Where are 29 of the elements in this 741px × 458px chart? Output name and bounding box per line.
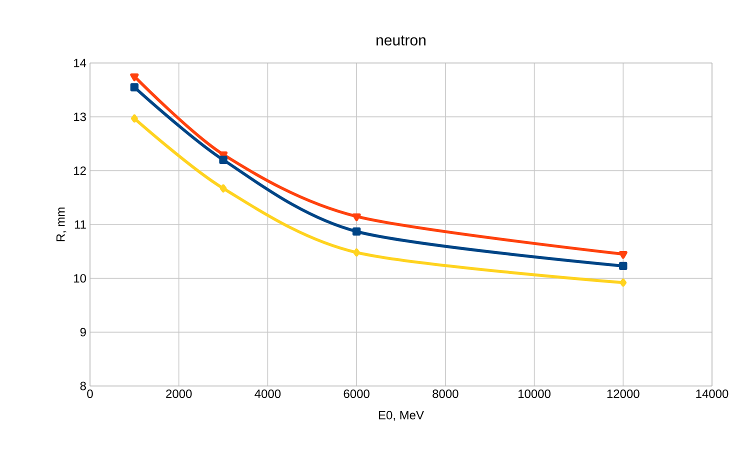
y-tick-label: 14: [74, 58, 86, 68]
point: [130, 114, 138, 123]
y-tick-label: 8: [80, 382, 86, 390]
y-axis-title: R, mm: [56, 208, 66, 242]
point: [220, 184, 227, 193]
point: [352, 213, 361, 222]
y-tick-label: 11: [74, 220, 86, 229]
point: [130, 83, 139, 92]
x-tick-label: 10000: [518, 390, 551, 398]
x-tick-label: 2000: [166, 390, 192, 398]
x-tick-label: 4000: [254, 390, 281, 398]
x-tick-label: 6000: [344, 390, 370, 398]
point: [618, 251, 628, 259]
point: [353, 248, 360, 257]
x-axis-title: E0, MeV: [378, 410, 424, 421]
y-tick-label: 12: [74, 166, 86, 175]
y-tick-label: 9: [80, 328, 86, 336]
point: [352, 227, 361, 236]
x-tick-label: 0: [87, 390, 93, 398]
point: [219, 156, 228, 164]
point: [130, 73, 139, 82]
y-tick-label: 13: [74, 112, 86, 122]
y-tick-label: 10: [74, 274, 86, 283]
point: [619, 262, 628, 270]
point: [620, 278, 627, 287]
x-tick-label: 8000: [432, 390, 458, 398]
chart-title: neutron: [376, 36, 426, 46]
x-tick-label: 14000: [696, 390, 728, 398]
x-tick-label: 12000: [607, 390, 640, 398]
